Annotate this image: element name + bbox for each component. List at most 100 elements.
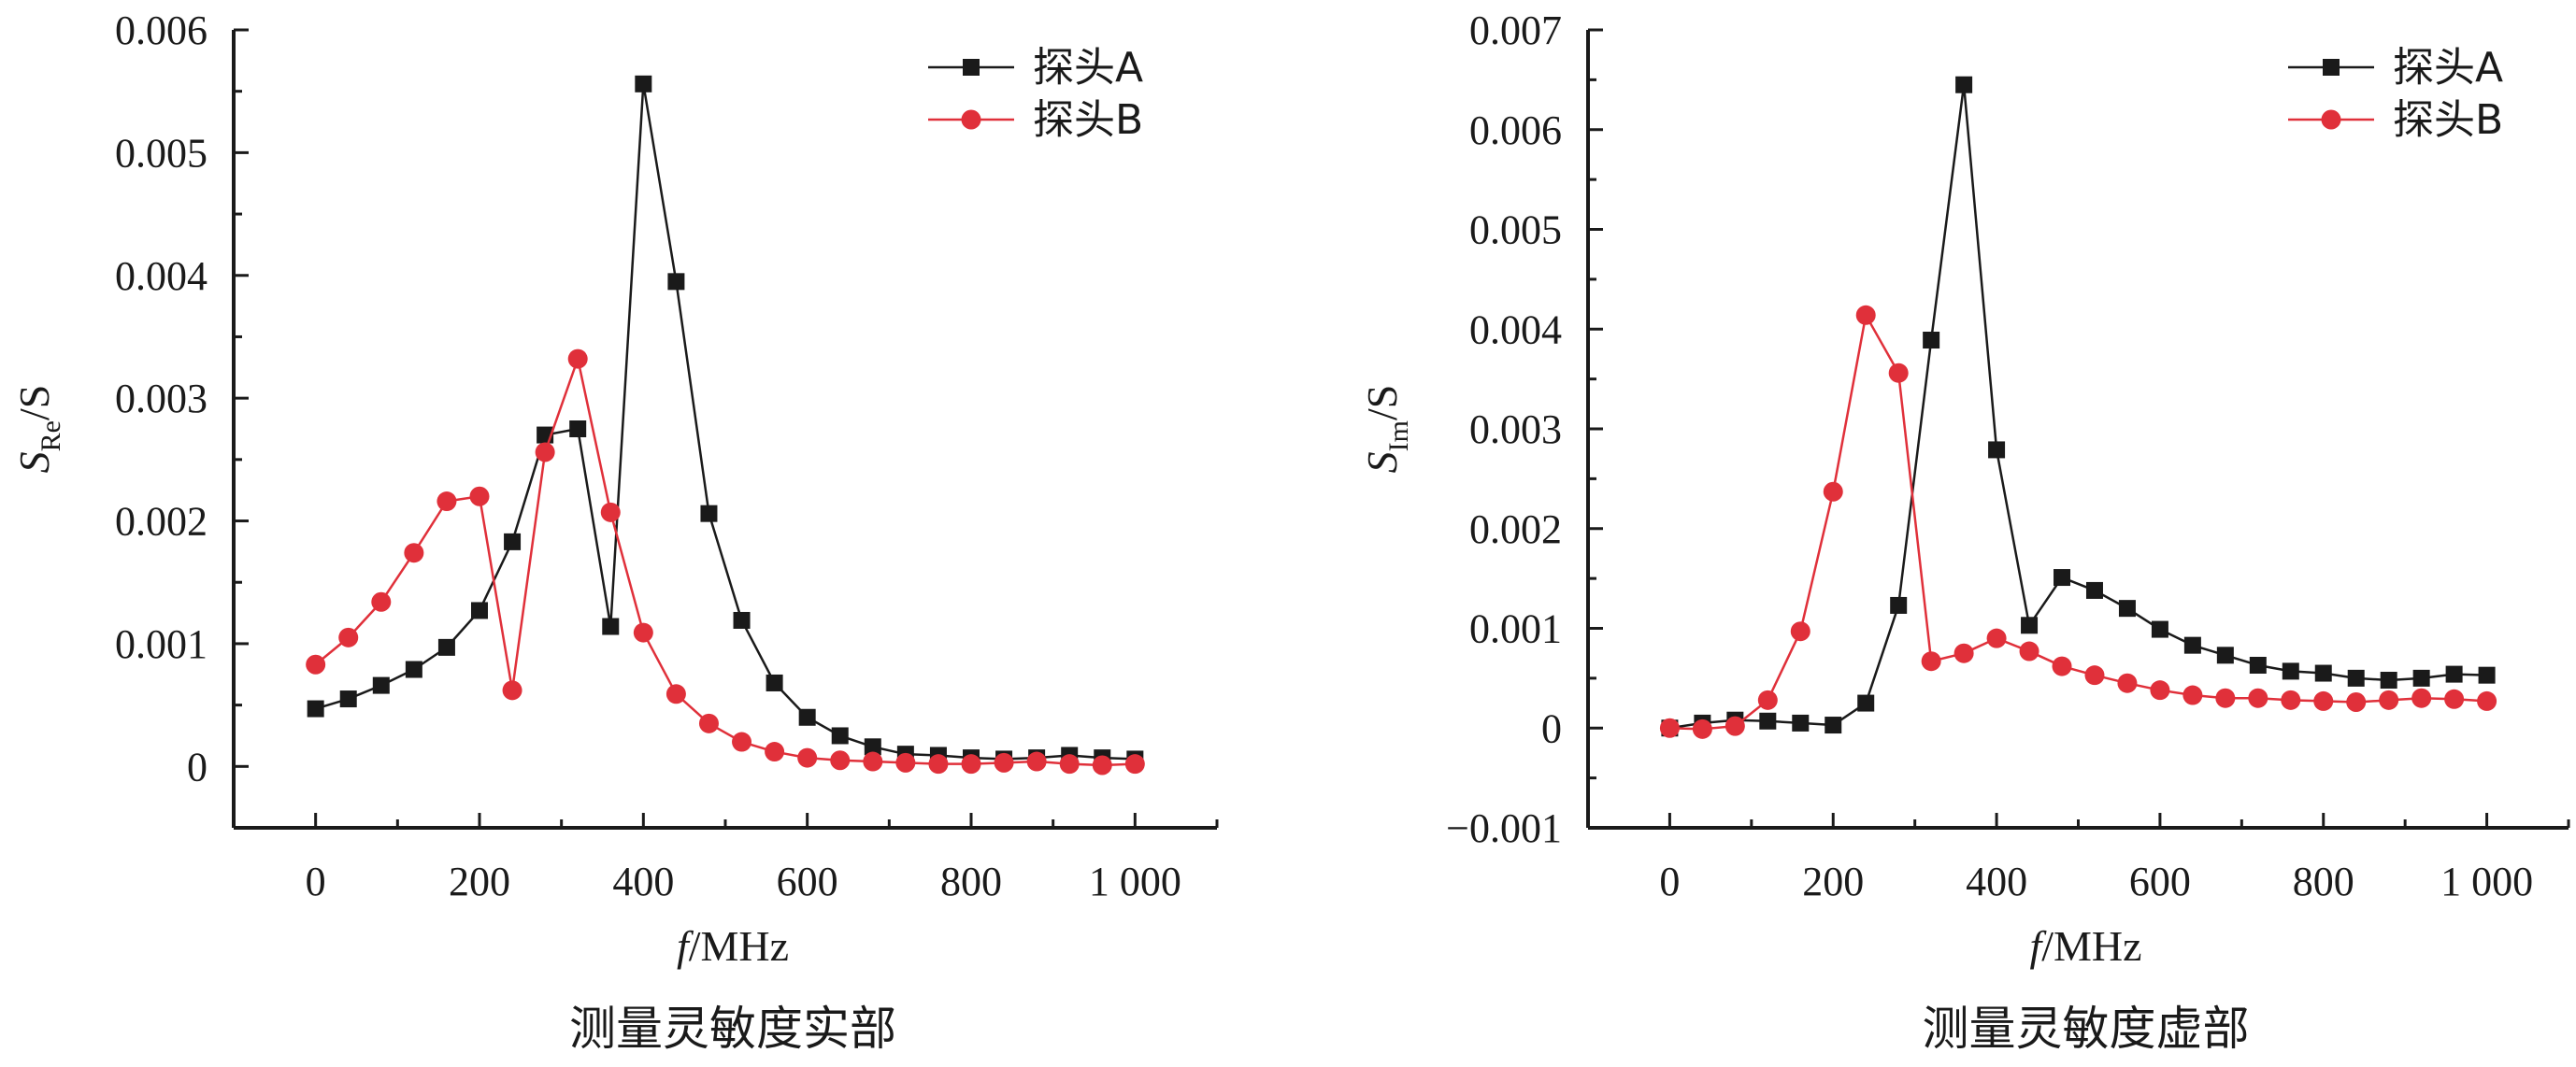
data-point (1724, 716, 1745, 736)
data-point (698, 713, 719, 733)
data-point (1059, 754, 1080, 775)
data-point (2281, 690, 2301, 710)
legend-label: 探头A (2393, 44, 2503, 92)
data-point (2478, 666, 2496, 684)
y-tick-label: 0.003 (115, 376, 208, 421)
data-point (2314, 664, 2332, 682)
data-point (2215, 688, 2236, 708)
data-point (700, 505, 718, 522)
data-point (1988, 441, 2006, 459)
data-point (1986, 628, 2007, 648)
x-axis-title-tail: /MHz (689, 922, 789, 970)
data-point (338, 627, 359, 647)
data-point (864, 738, 881, 756)
y-axis-title-sub: Im (1383, 420, 1414, 451)
data-point (733, 611, 751, 629)
data-point (928, 754, 949, 775)
x-tick-label: 200 (449, 859, 510, 904)
data-point (2117, 673, 2138, 693)
data-point (2150, 680, 2170, 701)
legend-marker (2321, 109, 2341, 130)
data-point (2412, 669, 2430, 687)
data-point (602, 618, 620, 635)
y-tick-label: 0.002 (1469, 506, 1562, 552)
y-tick-label: 0.006 (1469, 107, 1562, 153)
data-point (2347, 669, 2365, 687)
data-point (2380, 672, 2397, 690)
data-point (372, 676, 390, 694)
y-tick-label: 0.007 (1469, 7, 1562, 53)
x-tick-label: 1 000 (2440, 859, 2533, 904)
data-point (1855, 305, 1876, 325)
data-point (961, 754, 981, 775)
y-axis-title-tail: /S (1358, 385, 1406, 420)
y-axis-title: SRe/S (10, 385, 66, 474)
data-point (1124, 754, 1145, 775)
data-point (1825, 717, 1842, 734)
data-point (371, 591, 392, 612)
data-point (1890, 596, 1908, 614)
data-point (2477, 690, 2497, 711)
data-point (863, 751, 883, 772)
data-point (2151, 620, 2168, 638)
y-tick-label: 0.006 (115, 7, 208, 53)
x-tick-label: 600 (2129, 859, 2191, 904)
data-point (895, 752, 916, 773)
series-b (306, 349, 1145, 775)
data-point (994, 752, 1014, 773)
y-tick-label: 0.004 (115, 253, 208, 299)
data-point (1757, 690, 1778, 710)
data-point (1921, 651, 1941, 672)
data-point (2183, 636, 2201, 654)
data-point (2021, 617, 2039, 634)
data-point (2282, 662, 2299, 680)
y-tick-label: 0.001 (115, 621, 208, 667)
legend-marker (961, 109, 981, 130)
y-tick-label: 0.005 (115, 130, 208, 176)
data-point (2444, 689, 2465, 709)
data-point (1955, 76, 1973, 93)
y-tick-label: 0.004 (1469, 306, 1562, 352)
data-point (2346, 691, 2367, 712)
data-point (437, 638, 455, 656)
data-point (1092, 755, 1112, 775)
legend-label: 探头A (1033, 44, 1143, 92)
series-a (1661, 76, 2496, 737)
series-line (1669, 314, 2487, 731)
chart-caption: 测量灵敏度实部 (569, 1002, 896, 1056)
data-point (1659, 718, 1680, 738)
legend-label: 探头B (2393, 96, 2503, 144)
series-a (307, 75, 1144, 768)
y-tick-label: 0 (187, 744, 208, 790)
y-axis-title-main: S (10, 451, 58, 473)
x-axis-title: f/MHz (677, 922, 789, 970)
data-point (830, 750, 851, 771)
data-point (1823, 481, 1843, 502)
data-point (405, 661, 422, 678)
y-tick-label: 0.005 (1469, 207, 1562, 253)
legend-entry: 探头A (2288, 44, 2503, 92)
y-tick-label: 0 (1541, 705, 1562, 751)
data-point (471, 602, 488, 619)
data-point (569, 420, 587, 437)
data-point (1759, 712, 1777, 730)
data-point (2313, 690, 2334, 711)
data-point (469, 486, 490, 506)
data-point (2249, 656, 2267, 674)
data-point (567, 349, 588, 369)
data-point (2216, 647, 2234, 664)
data-point (2379, 690, 2399, 710)
data-point (1692, 718, 1712, 739)
x-tick-label: 0 (1659, 859, 1680, 904)
data-point (2085, 581, 2103, 599)
legend-entry: 探头A (928, 44, 1143, 92)
data-point (1857, 694, 1875, 712)
data-point (1026, 751, 1047, 772)
data-point (2445, 665, 2463, 683)
data-point (1888, 363, 1909, 383)
data-point (600, 502, 621, 522)
data-point (502, 680, 522, 701)
x-tick-label: 800 (2293, 859, 2354, 904)
data-point (667, 273, 685, 291)
data-point (504, 533, 522, 550)
